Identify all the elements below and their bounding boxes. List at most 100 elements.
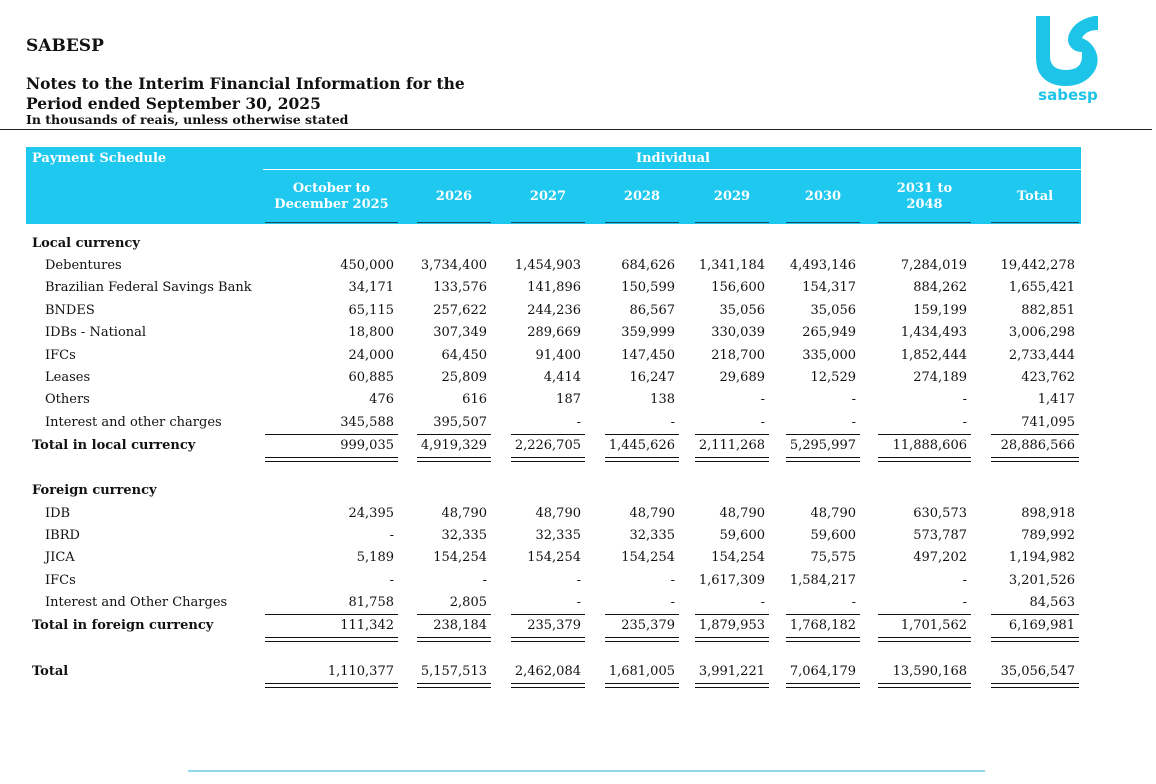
column-header: Total: [1016, 188, 1054, 204]
value-cell: 65,115: [348, 302, 395, 318]
value-cell: -: [670, 572, 675, 588]
column-header-underline: [878, 222, 971, 223]
table-row: Leases 60,885 25,809 4,414 16,247 29,689 12,52…: [26, 370, 1081, 390]
row-label: Total: [32, 664, 69, 679]
value-cell: 1,879,953: [698, 618, 765, 633]
value-cell: 1,110,377: [327, 664, 394, 679]
underline: [605, 433, 679, 435]
value-cell: 35,056: [810, 302, 857, 318]
value-cell: 35,056: [719, 302, 766, 318]
row-label: Total in local currency: [32, 438, 196, 453]
double-underline: [265, 683, 398, 688]
value-cell: 6,169,981: [1008, 618, 1075, 633]
row-label: JICA: [45, 550, 75, 566]
value-cell: 4,414: [543, 370, 581, 385]
value-cell: 3,006,298: [1008, 325, 1075, 341]
value-cell: 159,199: [913, 302, 967, 318]
underline: [511, 433, 585, 435]
double-underline: [605, 457, 679, 462]
value-cell: 4,919,329: [420, 438, 487, 453]
underline: [991, 613, 1079, 615]
value-cell: -: [760, 392, 765, 408]
value-cell: 18,800: [348, 325, 395, 341]
value-cell: 2,111,268: [698, 438, 765, 453]
value-cell: 330,039: [711, 325, 765, 341]
value-cell: 154,254: [711, 550, 765, 566]
value-cell: 1,655,421: [1008, 280, 1075, 296]
value-cell: 235,379: [527, 618, 581, 633]
value-cell: 64,450: [441, 347, 488, 363]
column-header: 2030: [804, 188, 842, 204]
double-underline: [786, 457, 860, 462]
value-cell: 2,733,444: [1008, 347, 1075, 363]
value-cell: 359,999: [621, 325, 675, 341]
double-underline: [511, 637, 585, 642]
row-label: IFCs: [45, 347, 76, 363]
value-cell: 86,567: [629, 302, 676, 318]
double-underline: [786, 637, 860, 642]
underline: [695, 433, 769, 435]
value-cell: -: [576, 414, 581, 430]
value-cell: -: [389, 572, 394, 588]
row-label: IFCs: [45, 572, 76, 588]
value-cell: 1,434,493: [900, 325, 967, 341]
row-label: Total in foreign currency: [32, 618, 214, 633]
value-cell: 7,284,019: [900, 258, 967, 273]
column-header: 2031 to 2048: [896, 180, 953, 212]
value-cell: -: [962, 594, 967, 610]
value-cell: 12,529: [810, 370, 857, 385]
value-cell: 238,184: [433, 618, 487, 633]
value-cell: 84,563: [1029, 594, 1076, 610]
value-cell: 32,335: [535, 528, 582, 544]
double-underline: [417, 637, 491, 642]
value-cell: 5,295,997: [789, 438, 856, 453]
value-cell: 59,600: [810, 528, 857, 544]
header-rule: [0, 129, 1152, 130]
column-header-underline: [695, 222, 769, 223]
value-cell: 1,445,626: [608, 438, 675, 453]
double-underline: [786, 683, 860, 688]
row-label: Others: [45, 392, 90, 408]
subtotal-row: Total in local currency 999,035 4,919,329 2…: [26, 438, 1081, 462]
value-cell: 3,991,221: [698, 664, 765, 679]
value-cell: 616: [462, 392, 487, 408]
sabesp-logo-icon: [1036, 16, 1098, 86]
value-cell: -: [760, 414, 765, 430]
value-cell: 882,851: [1021, 302, 1075, 318]
value-cell: 24,000: [348, 347, 395, 363]
subtotal-row: Total in foreign currency 111,342 238,184 2…: [26, 618, 1081, 642]
value-cell: 34,171: [348, 280, 395, 296]
row-label: Interest and Other Charges: [45, 594, 228, 610]
value-cell: 141,896: [527, 280, 581, 296]
double-underline: [991, 637, 1079, 642]
value-cell: 1,768,182: [789, 618, 856, 633]
row-label: IDBs - National: [45, 325, 147, 341]
underline: [265, 433, 398, 435]
column-header: October to December 2025: [274, 180, 389, 212]
value-cell: 1,194,982: [1008, 550, 1075, 566]
double-underline: [991, 457, 1079, 462]
value-cell: 497,202: [913, 550, 967, 566]
value-cell: 789,992: [1021, 528, 1075, 544]
value-cell: -: [962, 572, 967, 588]
company-name: SABESP: [26, 36, 104, 56]
underline: [417, 433, 491, 435]
value-cell: 1,852,444: [900, 347, 967, 363]
value-cell: 2,805: [449, 594, 487, 610]
value-cell: 7,064,179: [789, 664, 856, 679]
value-cell: 154,254: [433, 550, 487, 566]
value-cell: 24,395: [348, 506, 395, 521]
row-label: IDB: [45, 506, 71, 521]
value-cell: 154,254: [621, 550, 675, 566]
value-cell: 2,226,705: [514, 438, 581, 453]
value-cell: 81,758: [348, 594, 395, 610]
column-group-label: Individual: [636, 151, 710, 166]
value-cell: 1,701,562: [900, 618, 967, 633]
value-cell: 29,689: [719, 370, 766, 385]
document-title-line1: Notes to the Interim Financial Informati…: [26, 74, 465, 93]
value-cell: 235,379: [621, 618, 675, 633]
value-cell: 48,790: [535, 506, 582, 521]
table-row: IFCs 24,000 64,450 91,400 147,450 218,700 335,…: [26, 348, 1081, 368]
double-underline: [695, 683, 769, 688]
value-cell: 4,493,146: [789, 258, 856, 273]
